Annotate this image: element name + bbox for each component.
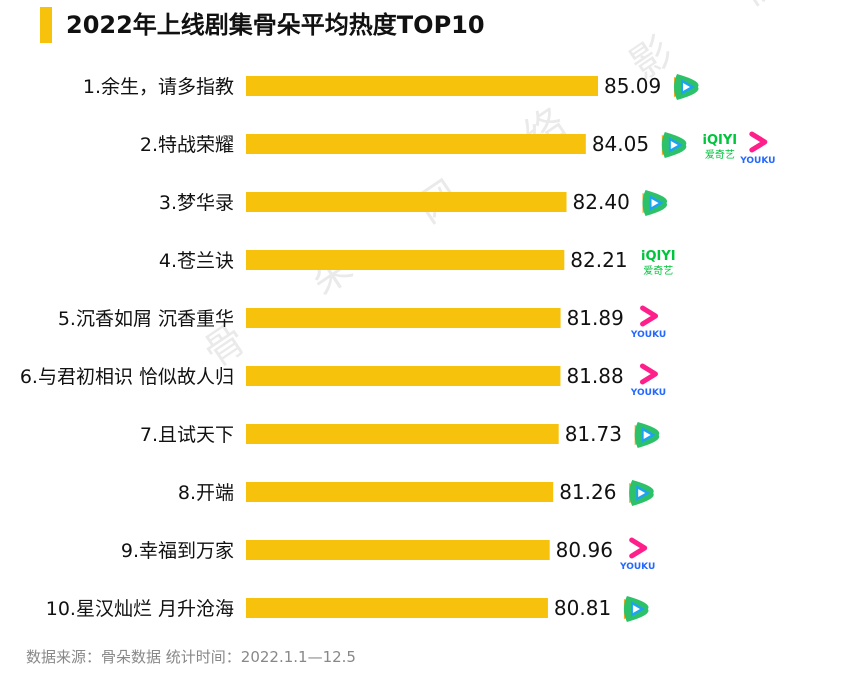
tencent-video-icon: [674, 74, 699, 100]
bar: [246, 366, 561, 386]
category-label: 2.特战荣耀: [140, 134, 234, 156]
title-accent-bar: [40, 7, 52, 43]
bar: [246, 76, 598, 96]
tencent-video-icon: [634, 422, 660, 448]
svg-text:YOUKU: YOUKU: [739, 156, 775, 166]
youku-logo-icon: YOUKU: [630, 305, 666, 340]
bar: [246, 424, 559, 444]
category-label: 3.梦华录: [159, 192, 234, 214]
category-label: 1.余生，请多指教: [83, 76, 234, 98]
source-footnote: 数据来源：骨朵数据 统计时间：2022.1.1—12.5: [26, 648, 356, 666]
value-label: 80.81: [554, 596, 611, 620]
tencent-video-icon: [661, 132, 687, 158]
value-label: 84.05: [592, 132, 649, 156]
tencent-video-icon: [629, 480, 654, 506]
bar: [246, 134, 586, 154]
svg-text:爱奇艺: 爱奇艺: [643, 264, 673, 277]
value-label: 82.40: [573, 190, 630, 214]
tencent-video-icon: [642, 190, 668, 216]
category-label: 8.开端: [178, 482, 234, 504]
value-label: 81.89: [567, 306, 624, 330]
svg-text:YOUKU: YOUKU: [630, 388, 666, 398]
youku-logo-icon: YOUKU: [630, 363, 666, 398]
bar: [246, 192, 567, 212]
bar: [246, 482, 554, 502]
svg-text:YOUKU: YOUKU: [619, 562, 655, 572]
category-label: 7.且试天下: [140, 424, 234, 446]
bar: [246, 540, 550, 560]
category-label: 9.幸福到万家: [121, 540, 234, 562]
value-label: 81.73: [565, 422, 622, 446]
tencent-video-icon: [623, 596, 649, 622]
category-label: 4.苍兰诀: [159, 250, 234, 272]
svg-text:iQIYI: iQIYI: [641, 249, 676, 264]
value-label: 81.26: [559, 480, 616, 504]
value-label: 82.21: [570, 248, 627, 272]
category-label: 6.与君初相识 恰似故人归: [20, 366, 234, 388]
value-label: 85.09: [604, 74, 661, 98]
svg-text:iQIYI: iQIYI: [703, 133, 738, 148]
svg-text:爱奇艺: 爱奇艺: [705, 148, 735, 161]
bar: [246, 598, 548, 618]
category-label: 10.星汉灿烂 月升沧海: [46, 598, 234, 620]
youku-logo-icon: YOUKU: [619, 537, 655, 572]
chart-title: 2022年上线剧集骨朵平均热度TOP10: [66, 11, 485, 39]
value-label: 80.96: [556, 538, 613, 562]
category-label: 5.沉香如屑 沉香重华: [58, 308, 234, 330]
youku-logo-icon: YOUKU: [739, 131, 775, 166]
bar: [246, 250, 565, 270]
svg-text:YOUKU: YOUKU: [630, 330, 666, 340]
value-label: 81.88: [566, 364, 623, 388]
bar: [246, 308, 561, 328]
